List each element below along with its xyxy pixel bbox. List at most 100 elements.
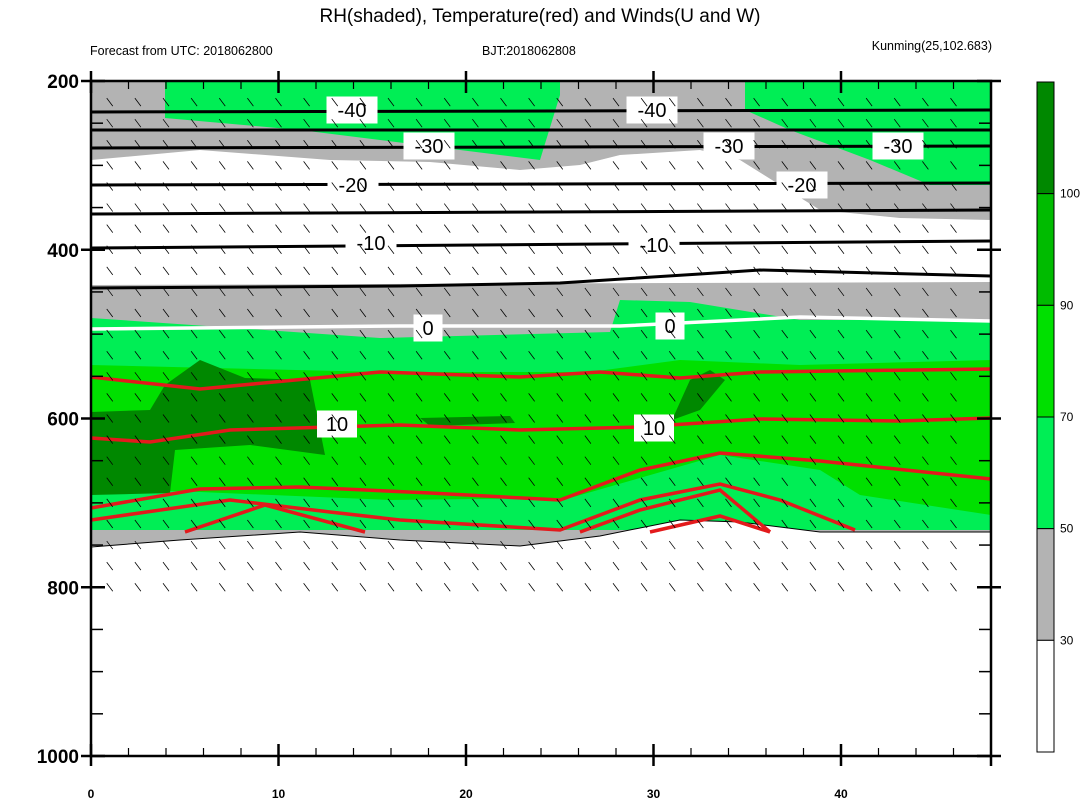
wind-barb: [640, 583, 648, 592]
contour-label-text: -20: [339, 175, 368, 197]
wind-barb: [893, 477, 901, 487]
wind-barb: [809, 435, 817, 444]
wind-barb: [275, 498, 282, 508]
wind-barb: [612, 161, 620, 170]
wind-barb: [500, 414, 507, 423]
wind-barb: [865, 477, 873, 487]
contour-label-box: [776, 171, 828, 199]
wind-barb: [753, 393, 760, 402]
wind-barb: [162, 540, 170, 550]
wind-barb: [528, 203, 535, 212]
colorbar-swatch: [1036, 416, 1055, 530]
wind-barb: [584, 97, 592, 107]
wind-barb: [865, 245, 873, 254]
wind-barb: [781, 350, 789, 360]
wind-barb: [528, 498, 535, 508]
x-tick-label: 20: [459, 787, 473, 801]
wind-barb: [500, 245, 507, 254]
wind-barb: [584, 519, 592, 529]
wind-barb: [106, 540, 114, 550]
colorbar-label: 70: [1060, 410, 1074, 424]
wind-barb: [893, 561, 901, 571]
wind-barb: [556, 477, 564, 487]
wind-barb: [640, 203, 648, 212]
wind-barb: [865, 161, 873, 170]
chart-title: RH(shaded), Temperature(red) and Winds(U…: [319, 6, 760, 27]
wind-barb: [162, 140, 170, 149]
temperature-contour-800a: [184, 503, 366, 534]
wind-barb: [162, 561, 170, 571]
wind-barb: [697, 561, 704, 571]
wind-barb: [387, 97, 395, 107]
wind-barb: [950, 266, 957, 276]
wind-barb: [106, 329, 114, 339]
wind-barb: [556, 97, 564, 107]
wind-barb: [415, 435, 423, 444]
wind-barb: [359, 477, 367, 487]
wind-barb: [584, 393, 592, 402]
wind-barb: [668, 456, 676, 465]
wind-barb: [697, 161, 704, 170]
wind-barb: [809, 203, 817, 212]
wind-barb: [725, 519, 732, 529]
wind-barb: [443, 583, 451, 592]
wind-barb: [415, 266, 423, 276]
wind-barb: [697, 435, 704, 444]
wind-barb: [584, 161, 592, 170]
wind-barb: [697, 540, 704, 550]
wind-barb: [950, 308, 957, 318]
wind-barb: [247, 540, 254, 550]
wind-barb: [893, 97, 901, 107]
wind-barb: [950, 161, 957, 170]
wind-barb: [190, 161, 198, 170]
wind-barb: [415, 287, 423, 297]
wind-barb: [331, 435, 339, 444]
wind-barb: [218, 372, 226, 381]
wind-barb: [134, 266, 142, 276]
wind-barb: [247, 435, 254, 444]
wind-barb: [809, 97, 817, 107]
wind-barb: [612, 329, 620, 339]
wind-barb: [725, 97, 732, 107]
wind-barb: [331, 329, 339, 339]
wind-barb: [528, 414, 535, 423]
wind-barb: [331, 140, 339, 149]
wind-barb: [922, 435, 929, 444]
wind-barb: [809, 561, 817, 571]
wind-barb: [359, 540, 367, 550]
wind-barb: [865, 561, 873, 571]
wind-barb: [865, 224, 873, 233]
wind-barb: [415, 393, 423, 402]
wind-barb: [443, 561, 451, 571]
wind-barb: [922, 583, 929, 592]
wind-barb: [950, 372, 957, 381]
wind-barb: [106, 477, 114, 487]
contour-label: -10: [345, 229, 397, 257]
wind-barb: [668, 161, 676, 170]
temperature-contour-730: [90, 451, 992, 510]
wind-barb: [922, 477, 929, 487]
wind-barb: [809, 350, 817, 360]
wind-barb: [584, 245, 592, 254]
wind-barb: [556, 498, 564, 508]
wind-barb: [950, 456, 957, 465]
x-tick-label: 0: [88, 787, 95, 801]
wind-barb: [162, 350, 170, 360]
wind-barb: [809, 245, 817, 254]
y-tick-label: 400: [47, 241, 79, 262]
wind-barb: [331, 287, 339, 297]
wind-barb: [331, 393, 339, 402]
wind-barb: [387, 519, 395, 529]
wind-barb: [950, 140, 957, 149]
wind-barb: [218, 203, 226, 212]
wind-barb: [640, 561, 648, 571]
wind-barb: [303, 540, 310, 550]
wind-barb: [612, 393, 620, 402]
wind-barb: [725, 203, 732, 212]
wind-barb: [218, 519, 226, 529]
wind-barb: [443, 118, 451, 128]
rh-humid-band-upper-right: [745, 81, 991, 185]
wind-barb: [922, 561, 929, 571]
contour-label: -20: [327, 171, 379, 199]
